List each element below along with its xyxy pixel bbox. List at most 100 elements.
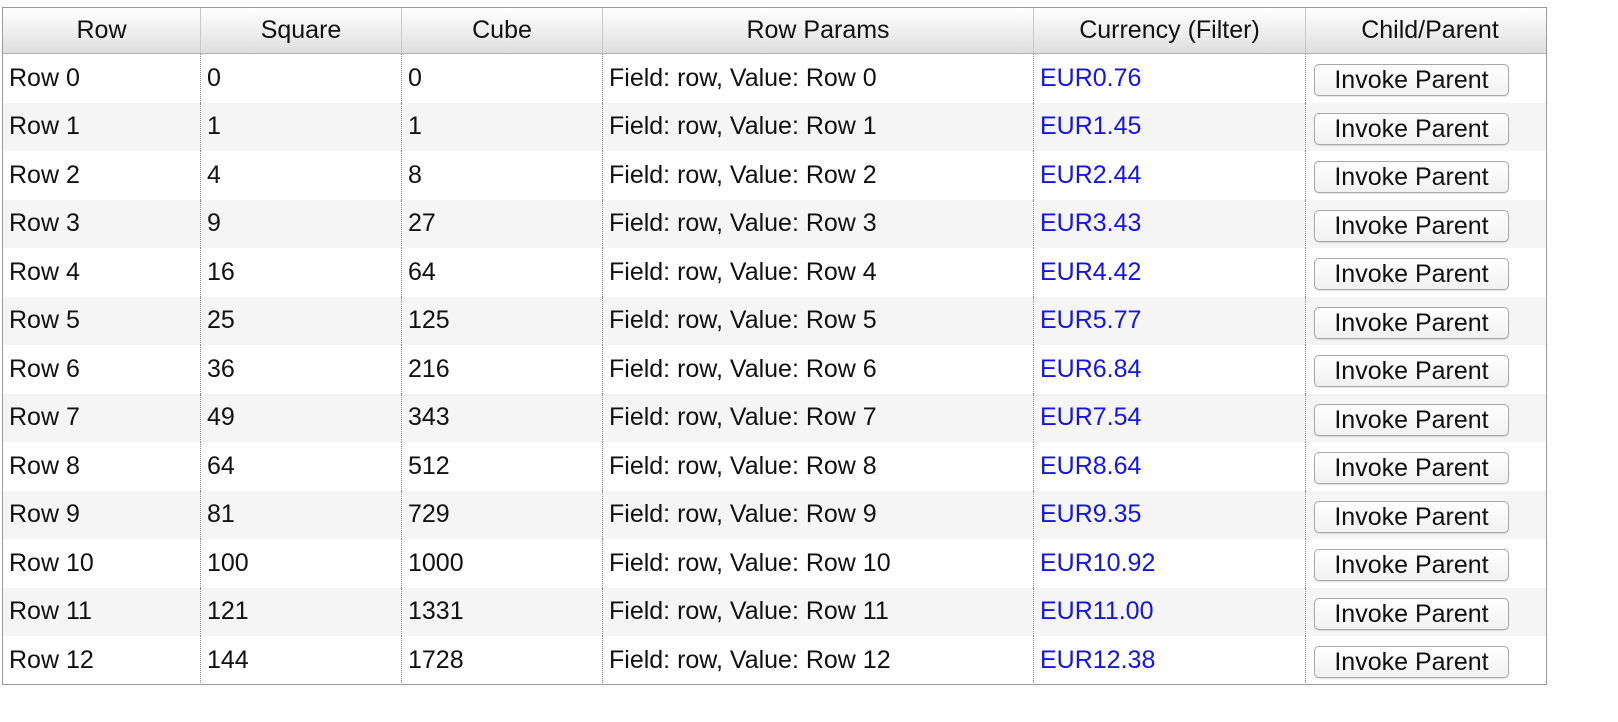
cell-square[interactable]: 16 — [201, 248, 402, 297]
column-header-child-parent[interactable]: Child/Parent — [1361, 16, 1499, 44]
invoke-parent-button[interactable]: Invoke Parent — [1314, 646, 1509, 679]
cell-cube[interactable]: 125 — [402, 296, 603, 345]
invoke-parent-button[interactable]: Invoke Parent — [1314, 112, 1509, 145]
column-header-row[interactable]: Row — [3, 8, 201, 53]
table-row[interactable]: Row 10 100 1000 Field: row, Value: Row 10 EU… — [3, 539, 1546, 588]
cell-square[interactable]: 64 — [201, 442, 402, 491]
invoke-parent-button[interactable]: Invoke Parent — [1314, 500, 1509, 533]
invoke-parent-button[interactable]: Invoke Parent — [1314, 209, 1509, 242]
cell-square[interactable]: 121 — [201, 587, 402, 636]
cell-square[interactable]: 0 — [201, 54, 402, 103]
table-row[interactable]: Row 12 144 1728 Field: row, Value: Row 12 EU… — [3, 636, 1546, 684]
cell-row[interactable]: Row 5 — [3, 296, 201, 345]
cell-cube[interactable]: 1 — [402, 102, 603, 151]
cell-currency[interactable]: EUR11.00 — [1034, 587, 1306, 636]
cell-cube[interactable]: 64 — [402, 248, 603, 297]
table-row[interactable]: Row 4 16 64 Field: row, Value: Row 4 EUR4.42… — [3, 248, 1546, 297]
cell-row[interactable]: Row 10 — [3, 539, 201, 588]
cell-row-params[interactable]: Field: row, Value: Row 6 — [603, 345, 1034, 394]
cell-square[interactable]: 81 — [201, 490, 402, 539]
cell-cube[interactable]: 27 — [402, 199, 603, 248]
column-header-row-params[interactable]: Row Params — [603, 8, 1034, 53]
cell-cube[interactable]: 1728 — [402, 636, 603, 684]
column-header-cube[interactable]: Cube — [402, 8, 603, 53]
cell-row-text: Row 0 — [9, 63, 80, 92]
invoke-parent-button[interactable]: Invoke Parent — [1314, 403, 1509, 436]
cell-cube[interactable]: 729 — [402, 490, 603, 539]
cell-square[interactable]: 144 — [201, 636, 402, 684]
invoke-parent-button[interactable]: Invoke Parent — [1314, 306, 1509, 339]
cell-currency[interactable]: EUR4.42 — [1034, 248, 1306, 297]
cell-currency-text: EUR8.64 — [1040, 451, 1142, 480]
cell-row[interactable]: Row 1 — [3, 102, 201, 151]
cell-row-params[interactable]: Field: row, Value: Row 9 — [603, 490, 1034, 539]
cell-cube[interactable]: 1000 — [402, 539, 603, 588]
cell-currency[interactable]: EUR5.77 — [1034, 296, 1306, 345]
cell-row-params[interactable]: Field: row, Value: Row 4 — [603, 248, 1034, 297]
invoke-parent-button[interactable]: Invoke Parent — [1314, 452, 1509, 485]
table-row[interactable]: Row 0 0 0 Field: row, Value: Row 0 EUR0.76 In… — [3, 54, 1546, 103]
table-row[interactable]: Row 7 49 343 Field: row, Value: Row 7 EUR7.5… — [3, 393, 1546, 442]
cell-row-params[interactable]: Field: row, Value: Row 10 — [603, 539, 1034, 588]
cell-row[interactable]: Row 4 — [3, 248, 201, 297]
table-row[interactable]: Row 2 4 8 Field: row, Value: Row 2 EUR2.44 In… — [3, 151, 1546, 200]
invoke-parent-button[interactable]: Invoke Parent — [1314, 64, 1509, 97]
cell-row-params[interactable]: Field: row, Value: Row 8 — [603, 442, 1034, 491]
cell-currency[interactable]: EUR0.76 — [1034, 54, 1306, 103]
cell-row[interactable]: Row 0 — [3, 54, 201, 103]
cell-currency[interactable]: EUR9.35 — [1034, 490, 1306, 539]
invoke-parent-button[interactable]: Invoke Parent — [1314, 597, 1509, 630]
cell-currency[interactable]: EUR8.64 — [1034, 442, 1306, 491]
cell-cube[interactable]: 216 — [402, 345, 603, 394]
table-row[interactable]: Row 9 81 729 Field: row, Value: Row 9 EUR9.3… — [3, 490, 1546, 539]
cell-cube[interactable]: 0 — [402, 54, 603, 103]
invoke-parent-button[interactable]: Invoke Parent — [1314, 549, 1509, 582]
cell-currency[interactable]: EUR10.92 — [1034, 539, 1306, 588]
cell-row[interactable]: Row 12 — [3, 636, 201, 684]
cell-cube[interactable]: 512 — [402, 442, 603, 491]
cell-currency[interactable]: EUR7.54 — [1034, 393, 1306, 442]
table-row[interactable]: Row 5 25 125 Field: row, Value: Row 5 EUR5.7… — [3, 296, 1546, 345]
table-row[interactable]: Row 11 121 1331 Field: row, Value: Row 11 EU… — [3, 587, 1546, 636]
invoke-parent-button[interactable]: Invoke Parent — [1314, 161, 1509, 194]
cell-row[interactable]: Row 3 — [3, 199, 201, 248]
cell-cube[interactable]: 8 — [402, 151, 603, 200]
cell-row-params[interactable]: Field: row, Value: Row 7 — [603, 393, 1034, 442]
cell-row-params[interactable]: Field: row, Value: Row 5 — [603, 296, 1034, 345]
cell-row-params[interactable]: Field: row, Value: Row 11 — [603, 587, 1034, 636]
column-header-square[interactable]: Square — [201, 8, 402, 53]
table-row[interactable]: Row 8 64 512 Field: row, Value: Row 8 EUR8.6… — [3, 442, 1546, 491]
cell-row-params[interactable]: Field: row, Value: Row 12 — [603, 636, 1034, 684]
cell-cube[interactable]: 343 — [402, 393, 603, 442]
cell-row-params[interactable]: Field: row, Value: Row 0 — [603, 54, 1034, 103]
table-row[interactable]: Row 1 1 1 Field: row, Value: Row 1 EUR1.45 In… — [3, 102, 1546, 151]
cell-row[interactable]: Row 6 — [3, 345, 201, 394]
cell-row[interactable]: Row 11 — [3, 587, 201, 636]
cell-currency[interactable]: EUR3.43 — [1034, 199, 1306, 248]
cell-square[interactable]: 9 — [201, 199, 402, 248]
table-row[interactable]: Row 6 36 216 Field: row, Value: Row 6 EUR6.8… — [3, 345, 1546, 394]
cell-row[interactable]: Row 8 — [3, 442, 201, 491]
cell-row[interactable]: Row 7 — [3, 393, 201, 442]
cell-square[interactable]: 1 — [201, 102, 402, 151]
column-header-currency[interactable]: Currency (Filter) — [1034, 8, 1306, 53]
cell-cube-text: 1728 — [408, 645, 464, 674]
table-row[interactable]: Row 3 9 27 Field: row, Value: Row 3 EUR3.43 I… — [3, 199, 1546, 248]
cell-square[interactable]: 49 — [201, 393, 402, 442]
cell-currency[interactable]: EUR2.44 — [1034, 151, 1306, 200]
cell-cube[interactable]: 1331 — [402, 587, 603, 636]
cell-row-params[interactable]: Field: row, Value: Row 1 — [603, 102, 1034, 151]
cell-currency[interactable]: EUR1.45 — [1034, 102, 1306, 151]
cell-row-params[interactable]: Field: row, Value: Row 3 — [603, 199, 1034, 248]
cell-square[interactable]: 25 — [201, 296, 402, 345]
cell-square[interactable]: 100 — [201, 539, 402, 588]
invoke-parent-button[interactable]: Invoke Parent — [1314, 355, 1509, 388]
cell-currency[interactable]: EUR12.38 — [1034, 636, 1306, 684]
cell-square[interactable]: 4 — [201, 151, 402, 200]
cell-currency[interactable]: EUR6.84 — [1034, 345, 1306, 394]
cell-row[interactable]: Row 9 — [3, 490, 201, 539]
invoke-parent-button[interactable]: Invoke Parent — [1314, 258, 1509, 291]
cell-row-params[interactable]: Field: row, Value: Row 2 — [603, 151, 1034, 200]
cell-row[interactable]: Row 2 — [3, 151, 201, 200]
cell-square[interactable]: 36 — [201, 345, 402, 394]
